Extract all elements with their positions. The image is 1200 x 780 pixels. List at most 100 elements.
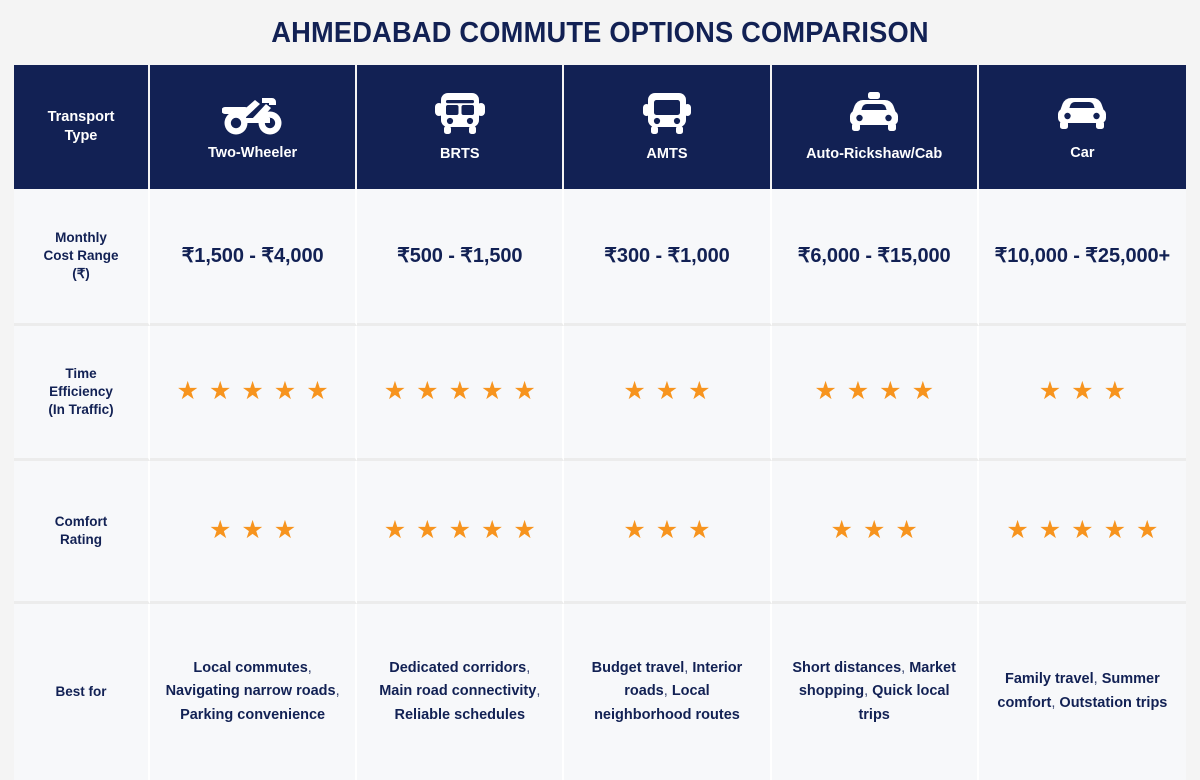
comparison-table: Transport Type xyxy=(14,64,1186,780)
row-label-comfort: Comfort Rating xyxy=(14,460,150,604)
row-label-line: Rating xyxy=(60,531,102,547)
star-icon: ★ xyxy=(1038,516,1062,545)
header-col-auto-rickshaw-cab-label: Auto-Rickshaw/Cab xyxy=(806,145,943,162)
bus-amts-icon xyxy=(642,91,692,137)
header-col-car: Car xyxy=(978,64,1186,189)
star-rating: ★ ★ ★ ★ ★ xyxy=(159,379,346,404)
best-for-item: Local commutes xyxy=(193,659,308,676)
star-icon: ★ xyxy=(879,377,902,406)
header-transport-type: Transport Type xyxy=(14,64,150,189)
header-col-car-label: Car xyxy=(1070,144,1095,161)
best-for-item: Dedicated corridors xyxy=(389,659,527,676)
star-icon: ★ xyxy=(862,516,886,545)
star-icon: ★ xyxy=(846,377,870,406)
star-icon: ★ xyxy=(448,377,471,406)
star-icon: ★ xyxy=(911,377,934,406)
header-col-amts-label: AMTS xyxy=(646,145,688,162)
cell-time-auto-rickshaw-cab: ★ ★ ★ ★ xyxy=(771,325,979,461)
cell-cost-amts: ₹300 - ₹1,000 xyxy=(564,188,772,326)
star-icon: ★ xyxy=(480,516,504,545)
cell-cost-brts: ₹500 - ₹1,500 xyxy=(357,188,565,326)
star-rating: ★ ★ ★ xyxy=(781,518,968,543)
cell-cost-car: ₹10,000 - ₹25,000+ xyxy=(978,188,1186,326)
row-label-line: Time xyxy=(65,366,97,382)
star-rating: ★ ★ ★ xyxy=(988,379,1177,404)
best-for-item: Short distances xyxy=(792,659,902,676)
header-col-two-wheeler-label: Two-Wheeler xyxy=(208,144,298,161)
cell-best-amts: Budget travel, Interior roads, Local nei… xyxy=(564,603,772,780)
header-col-amts: AMTS xyxy=(564,64,772,189)
star-icon: ★ xyxy=(241,516,264,545)
best-for-item: Family travel xyxy=(1004,671,1094,688)
header-col-brts: BRTS xyxy=(357,64,565,189)
best-for-item: Navigating narrow roads xyxy=(165,683,336,700)
comparison-infographic: AHMEDABAD COMMUTE OPTIONS COMPARISON Tra… xyxy=(14,17,1186,780)
star-icon: ★ xyxy=(688,377,711,406)
cell-best-brts: Dedicated corridors, Main road connectiv… xyxy=(357,603,565,780)
star-icon: ★ xyxy=(273,377,297,406)
best-for-item: Outstation trips xyxy=(1059,694,1168,711)
star-rating: ★ ★ ★ xyxy=(573,518,760,543)
star-rating: ★ ★ ★ ★ ★ xyxy=(988,518,1177,543)
list-separator: , xyxy=(864,683,873,700)
table-body: Monthly Cost Range (₹) ₹1,500 - ₹4,000 ₹500 … xyxy=(14,188,1186,780)
car-icon xyxy=(1053,92,1111,136)
best-for-item: Parking convenience xyxy=(180,706,326,723)
best-for-item: Budget travel xyxy=(591,659,685,676)
star-icon: ★ xyxy=(623,377,646,406)
best-for-item: Summer comfort xyxy=(997,671,1160,711)
header-col-brts-label: BRTS xyxy=(440,145,480,162)
row-label-line: (₹) xyxy=(72,265,90,281)
star-icon: ★ xyxy=(416,377,439,406)
cell-comfort-two-wheeler: ★ ★ ★ xyxy=(150,460,358,604)
best-for-item: Reliable schedules xyxy=(394,706,526,723)
table-row-best: Best for Local commutes, Navigating narro… xyxy=(14,603,1186,780)
list-separator: , xyxy=(663,683,672,700)
cell-cost-auto-rickshaw-cab: ₹6,000 - ₹15,000 xyxy=(771,188,979,326)
row-label-line: Comfort xyxy=(54,514,108,530)
star-icon: ★ xyxy=(513,377,536,406)
star-icon: ★ xyxy=(1103,377,1126,406)
row-label-line: (In Traffic) xyxy=(48,401,114,417)
star-rating: ★ ★ ★ xyxy=(159,518,346,543)
row-label-line: Cost Range xyxy=(43,247,119,263)
cell-best-car: Family travel, Summer comfort, Outstatio… xyxy=(978,603,1186,780)
list-separator: , xyxy=(526,659,531,676)
taxi-icon xyxy=(845,91,903,137)
star-icon: ★ xyxy=(1136,516,1159,545)
bus-brts-icon xyxy=(433,91,487,137)
star-icon: ★ xyxy=(1071,377,1094,406)
page-title: AHMEDABAD COMMUTE OPTIONS COMPARISON xyxy=(271,17,929,49)
list-separator: , xyxy=(1093,671,1102,688)
star-icon: ★ xyxy=(814,377,837,406)
cell-comfort-amts: ★ ★ ★ xyxy=(564,460,772,604)
star-icon: ★ xyxy=(623,516,646,545)
star-rating: ★ ★ ★ xyxy=(573,379,760,404)
star-icon: ★ xyxy=(306,377,329,406)
row-label-time: Time Efficiency (In Traffic) xyxy=(14,325,150,461)
star-icon: ★ xyxy=(1103,516,1126,545)
best-for-item: Main road connectivity xyxy=(379,683,537,700)
cell-comfort-car: ★ ★ ★ ★ ★ xyxy=(978,460,1186,604)
header-transport-type-line1: Transport xyxy=(47,108,115,125)
star-icon: ★ xyxy=(480,377,504,406)
row-label-best: Best for xyxy=(14,603,150,780)
star-icon: ★ xyxy=(830,516,853,545)
star-icon: ★ xyxy=(1006,516,1029,545)
cell-time-two-wheeler: ★ ★ ★ ★ ★ xyxy=(150,325,358,461)
best-for-item: Interior roads xyxy=(624,659,743,700)
list-separator: , xyxy=(901,659,910,676)
row-label-line: Best for xyxy=(55,683,107,699)
list-separator: , xyxy=(684,659,693,676)
star-icon: ★ xyxy=(895,516,918,545)
star-icon: ★ xyxy=(241,377,264,406)
star-icon: ★ xyxy=(513,516,536,545)
cell-best-auto-rickshaw-cab: Short distances, Market shopping, Quick … xyxy=(771,603,979,780)
list-separator: , xyxy=(307,659,312,676)
header-row: Transport Type xyxy=(14,64,1186,189)
star-icon: ★ xyxy=(273,516,297,545)
star-icon: ★ xyxy=(208,377,232,406)
list-separator: , xyxy=(536,683,541,700)
star-icon: ★ xyxy=(1071,516,1094,545)
star-icon: ★ xyxy=(688,516,711,545)
